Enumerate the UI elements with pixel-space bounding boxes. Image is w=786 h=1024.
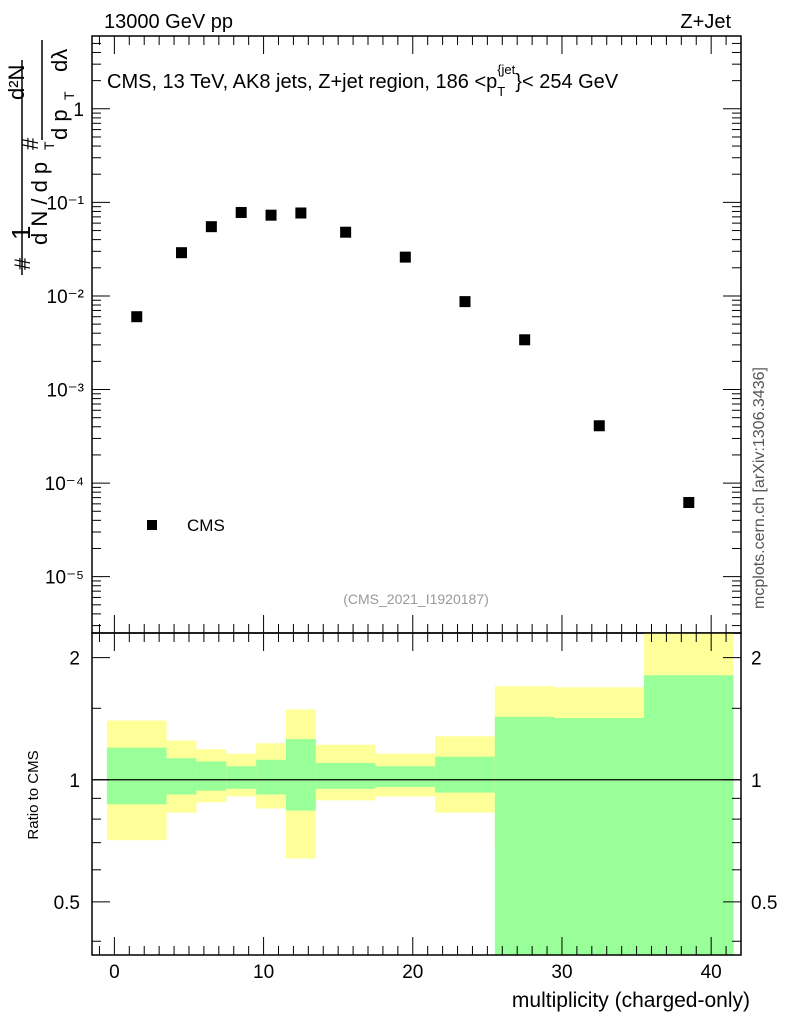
ratio-green-band [106,747,167,805]
ratio-green-band [435,756,495,793]
main-y-tick-label: 10⁻¹ [47,193,85,214]
ratio-plot-frame [91,632,742,956]
main-ylabel-sub-t1: T [41,141,57,150]
ratio-green-band [554,717,645,955]
main-ylabel-hash: # [18,137,43,150]
cms-data-point [459,296,471,308]
side-label: mcplots.cern.ch [arXiv:1306.3436] [751,367,768,609]
x-tick-label: 20 [402,962,423,983]
main-x-axis [98,36,727,633]
cms-data-point [295,207,307,219]
ratio-green-band [494,716,555,955]
ratio-green-band [196,761,227,791]
legend-label-cms: CMS [187,516,225,535]
x-axis-label: multiplicity (charged-only) [512,989,750,1012]
main-y-tick-label: 1 [73,100,84,121]
ratio-green-band [166,758,197,795]
cms-data-point [399,251,411,263]
cms-data-point [235,206,247,218]
x-tick-label: 10 [253,962,274,983]
cms-data-point [176,247,188,259]
data-points [131,206,695,509]
cms-data-point [265,209,277,221]
main-ylabel-sub-t2: T [61,91,77,100]
main-ylabel-one: 1 [6,226,36,240]
header-right: Z+Jet [680,11,731,33]
cms-data-point [593,420,605,432]
cms-data-point [683,497,695,509]
x-tick-label: 40 [701,962,722,983]
main-ylabel-d2n: d²N [4,65,29,100]
legend: CMS [147,516,225,535]
ratio-green-band [226,766,257,789]
ratio-bands [106,633,734,955]
x-tick-label: 0 [109,962,120,983]
main-y-tick-label: 10⁻⁴ [45,474,84,495]
ratio-green-band [256,759,286,795]
legend-marker-cms [147,520,157,530]
ratio-green-band [375,766,436,787]
main-ylabel-dlambda: dλ [47,49,72,72]
ratio-ylabel: Ratio to CMS [25,750,42,839]
plot-title-main: CMS, 13 TeV, AK8 jets, Z+jet region, 186… [107,62,619,99]
ratio-y-tick-label: 1 [69,771,80,792]
ratio-y-tick-label: 0.5 [54,893,80,914]
main-plot-frame [91,35,742,634]
main-y-tick-label: 10⁻³ [47,381,85,402]
analysis-watermark: (CMS_2021_I1920187) [343,591,489,607]
ratio-y-tick-label-right: 0.5 [751,893,777,914]
ratio-green-band [315,762,376,789]
cms-data-point [340,226,352,238]
ratio-x-axis: 0 10 20 30 40 [98,633,727,983]
ratio-y-tick-label-right: 2 [751,649,762,670]
ratio-y-tick-label: 2 [69,649,80,670]
main-y-tick-label: 10⁻⁵ [45,568,84,589]
plot-title: CMS, 13 TeV, AK8 jets, Z+jet region, 186… [107,62,619,99]
cms-data-point [205,221,217,233]
main-ylabel-dn-dpt: d N / d p [27,162,52,245]
ratio-green-band [644,675,734,955]
ratio-y-tick-label-right: 1 [751,771,762,792]
cms-data-point [519,334,531,346]
ratio-green-band [285,739,316,811]
main-y-axis: 10⁻⁵ 10⁻⁴ 10⁻³ 10⁻² 10⁻¹ 1 [45,35,741,627]
main-ylabel-dpt-dlambda: d p [47,109,72,140]
x-tick-label: 30 [551,962,572,983]
cms-data-point [131,311,143,323]
ratio-y-axis: 0.5 0.5 1 1 2 2 [54,649,777,942]
main-y-tick-label: 10⁻² [47,287,85,308]
main-ylabel: # 1 d N / d p T # d²N d p T dλ [4,40,77,275]
header-left: 13000 GeV pp [104,11,233,33]
